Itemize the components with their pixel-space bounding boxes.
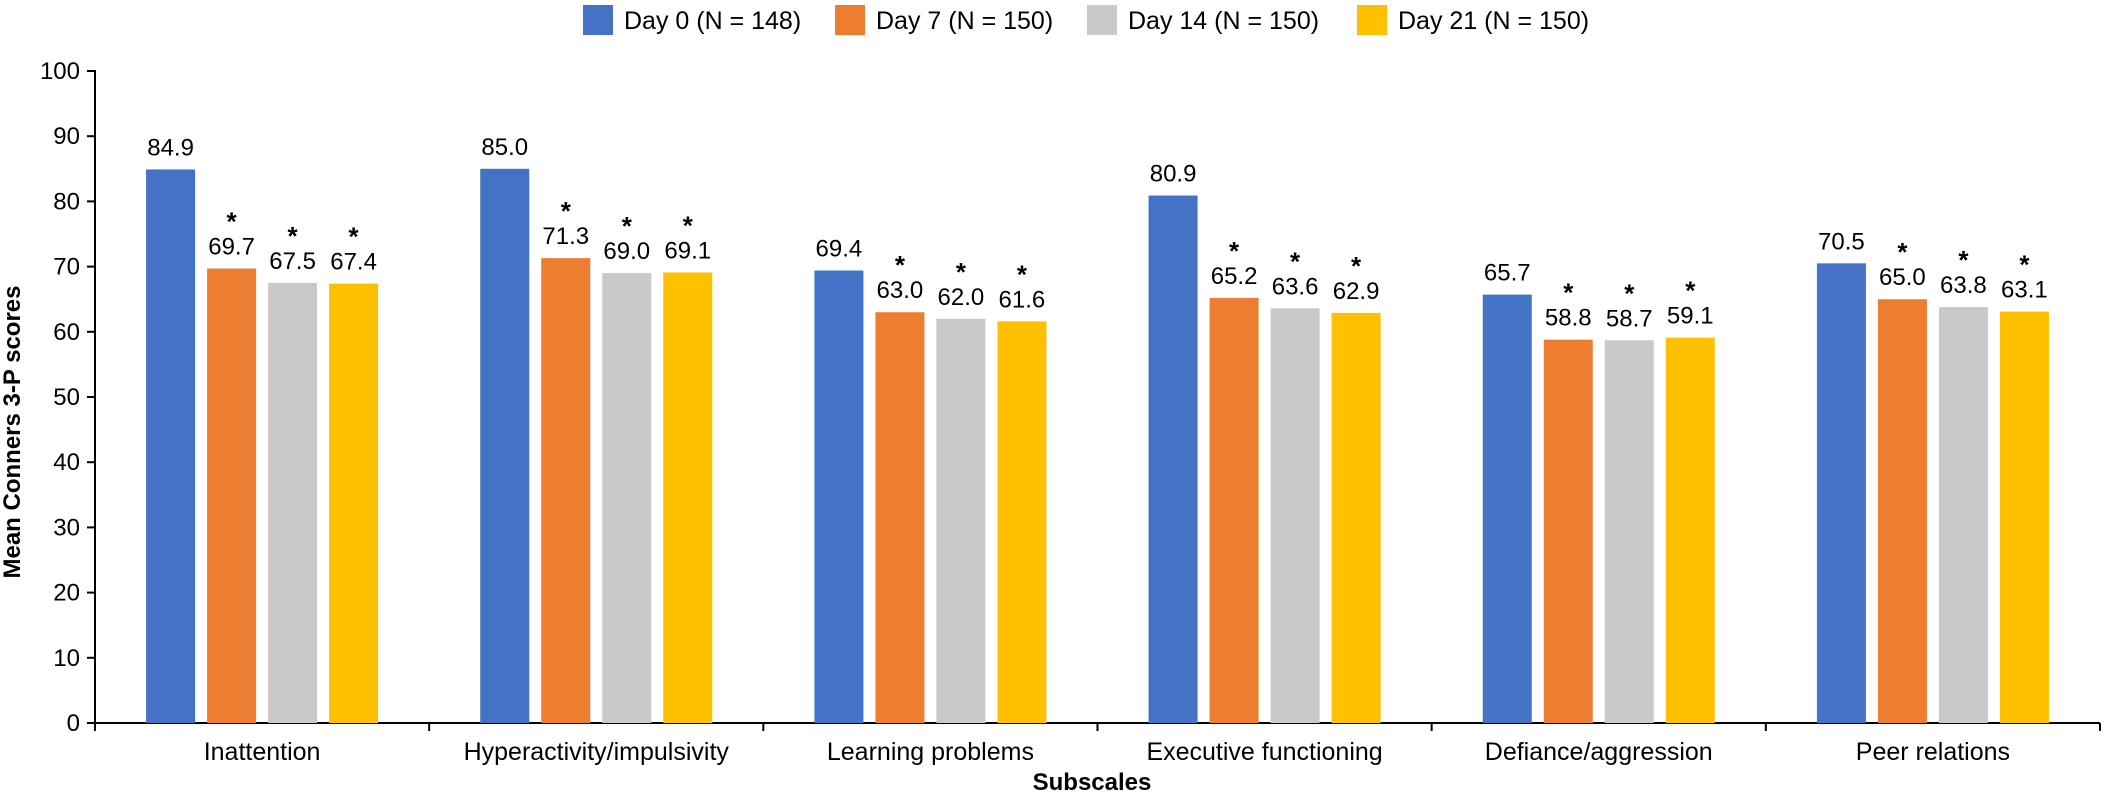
- bar: [1999, 311, 2049, 723]
- bar: [1331, 312, 1381, 723]
- data-label: 63.0: [877, 277, 924, 304]
- data-label: 67.4: [330, 249, 377, 276]
- significance-marker: *: [2019, 250, 2030, 280]
- bar: [329, 283, 379, 723]
- legend-label: Day 7 (N = 150): [876, 7, 1053, 35]
- data-label: 63.6: [1272, 273, 1319, 300]
- data-label: 58.7: [1606, 305, 1653, 332]
- data-label: 65.7: [1484, 260, 1531, 287]
- x-category-label: Defiance/aggression: [1485, 738, 1713, 766]
- bar: [541, 258, 591, 723]
- legend: Day 0 (N = 148) Day 7 (N = 150) Day 14 (N …: [583, 5, 1589, 35]
- y-axis-title: Mean Conners 3-P scores: [0, 285, 26, 578]
- x-axis-title: Subscales: [1033, 769, 1152, 796]
- x-category-label: Inattention: [204, 738, 321, 766]
- bars: [146, 168, 2049, 724]
- data-label: 69.4: [816, 236, 863, 263]
- y-tick-label: 20: [53, 580, 80, 607]
- data-label: 63.1: [2001, 277, 2048, 304]
- data-labels: 84.969.7*67.5*67.4*85.071.3*69.0*69.1*69…: [147, 134, 2048, 332]
- y-tick-label: 100: [40, 58, 80, 85]
- data-label: 65.0: [1879, 264, 1926, 291]
- data-label: 71.3: [542, 223, 589, 250]
- significance-marker: *: [1897, 237, 1908, 267]
- y-tick-label: 60: [53, 319, 80, 346]
- data-label: 69.0: [603, 238, 650, 265]
- data-label: 62.9: [1333, 278, 1380, 305]
- significance-marker: *: [1290, 246, 1301, 276]
- data-label: 63.8: [1940, 272, 1987, 299]
- bar: [1209, 297, 1259, 723]
- y-tick-label: 90: [53, 123, 80, 150]
- bar: [1877, 299, 1927, 723]
- data-label: 59.1: [1667, 303, 1714, 330]
- data-label: 85.0: [481, 134, 528, 161]
- bar: [480, 168, 530, 724]
- bar: [1270, 308, 1320, 723]
- bar: [1604, 340, 1654, 723]
- bar: [936, 318, 986, 723]
- x-category-label: Learning problems: [827, 738, 1034, 766]
- significance-marker: *: [561, 196, 572, 226]
- bar: [602, 273, 652, 723]
- significance-marker: *: [1624, 278, 1635, 308]
- significance-marker: *: [1017, 259, 1028, 289]
- x-category-label: Peer relations: [1856, 738, 2010, 766]
- data-label: 58.8: [1545, 305, 1592, 332]
- y-tick-label: 40: [53, 449, 80, 476]
- data-label: 61.6: [999, 286, 1046, 313]
- bar: [1816, 263, 1866, 723]
- data-label: 65.2: [1211, 263, 1258, 290]
- significance-marker: *: [349, 222, 360, 252]
- data-label: 62.0: [938, 284, 985, 311]
- y-tick-label: 70: [53, 254, 80, 281]
- significance-marker: *: [956, 257, 967, 287]
- bar: [875, 312, 925, 723]
- legend-swatch: [583, 5, 613, 35]
- y-tick-label: 80: [53, 188, 80, 215]
- y-tick-label: 10: [53, 645, 80, 672]
- data-label: 69.7: [208, 234, 255, 261]
- data-label: 67.5: [269, 248, 316, 275]
- y-tick-label: 0: [67, 710, 80, 737]
- bar: [1543, 339, 1593, 723]
- bar: [1665, 337, 1715, 723]
- x-category-label: Hyperactivity/impulsivity: [464, 738, 730, 766]
- bar: [1148, 195, 1198, 724]
- legend-swatch: [1087, 5, 1117, 35]
- significance-marker: *: [1229, 236, 1240, 266]
- significance-marker: *: [1685, 276, 1696, 306]
- y-tick-label: 30: [53, 514, 80, 541]
- significance-marker: *: [227, 207, 238, 237]
- significance-marker: *: [1351, 251, 1362, 281]
- x-category-label: Executive functioning: [1146, 738, 1382, 766]
- significance-marker: *: [1563, 278, 1574, 308]
- bar: [268, 282, 318, 723]
- significance-marker: *: [288, 221, 299, 251]
- data-label: 70.5: [1818, 228, 1865, 255]
- bar: [1938, 307, 1988, 723]
- significance-marker: *: [622, 211, 633, 241]
- bar: [207, 268, 257, 723]
- significance-marker: *: [1958, 245, 1969, 275]
- data-label: 69.1: [664, 237, 711, 264]
- axes: 0 10 20 30 40 50 60 70 80 90 100 Inattention Hyperac…: [40, 58, 2101, 766]
- legend-swatch: [835, 5, 865, 35]
- significance-marker: *: [895, 250, 906, 280]
- y-tick-label: 50: [53, 384, 80, 411]
- bar: [1482, 294, 1532, 723]
- data-label: 80.9: [1150, 161, 1197, 188]
- legend-label: Day 21 (N = 150): [1398, 7, 1589, 35]
- bar: [997, 321, 1047, 723]
- legend-label: Day 14 (N = 150): [1128, 7, 1319, 35]
- data-label: 84.9: [147, 134, 194, 161]
- bar: [814, 270, 864, 723]
- bar: [663, 272, 713, 723]
- legend-swatch: [1357, 5, 1387, 35]
- bar: [146, 169, 196, 723]
- significance-marker: *: [683, 210, 694, 240]
- legend-label: Day 0 (N = 148): [624, 7, 801, 35]
